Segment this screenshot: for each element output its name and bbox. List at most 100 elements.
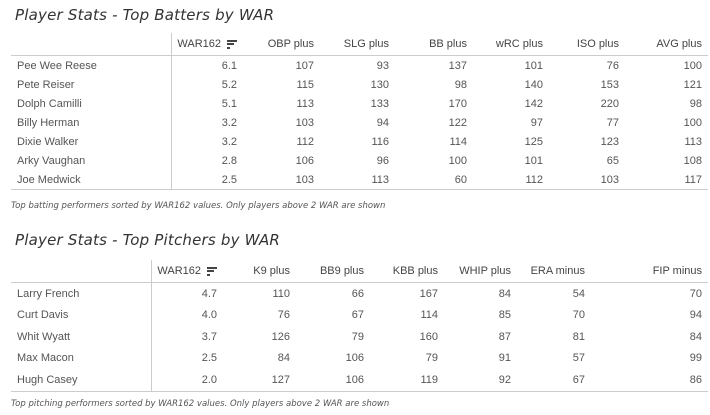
table-row[interactable]: Dolph Camilli 5.1 113 133 170 142 220 98 — [11, 94, 708, 113]
stat-cell: 5.1 — [221, 97, 237, 110]
stat-cell: 160 — [419, 330, 438, 343]
column-header-kbb-plus[interactable]: KBB plus — [370, 260, 444, 283]
stat-cell: 84 — [689, 330, 702, 343]
stat-cell: 67 — [517, 369, 591, 392]
player-name-cell: Pee Wee Reese — [11, 55, 172, 75]
batters-caption: Top batting performers sorted by WAR162 … — [11, 201, 386, 211]
column-header-fip-minus[interactable]: FIP minus — [591, 260, 708, 283]
table-row[interactable]: Max Macon 2.5 84 106 79 91 57 99 — [11, 347, 708, 369]
table-row[interactable]: Curt Davis 4.0 76 67 114 85 70 94 — [11, 304, 708, 326]
player-name-cell: Joe Medwick — [11, 170, 172, 190]
stat-cell: 123 — [600, 135, 619, 148]
column-header-avg-plus[interactable]: AVG plus — [625, 33, 708, 56]
stat-cell: 170 — [448, 97, 467, 110]
column-header-label: K9 plus — [253, 265, 290, 277]
column-header-label: ISO plus — [576, 38, 619, 50]
batters-body: Pee Wee Reese 6.1 107 93 137 101 76 100 Pete Rei… — [11, 55, 708, 190]
table-row[interactable]: Billy Herman 3.2 103 94 122 97 77 100 — [11, 113, 708, 132]
column-header-label: WAR162 — [157, 265, 201, 277]
stat-cell: 121 — [683, 78, 702, 91]
batters-title: Player Stats - Top Batters by WAR — [15, 6, 275, 24]
stat-cell: 86 — [591, 369, 708, 392]
stat-cell: 107 — [295, 59, 314, 72]
stat-cell: 87 — [498, 330, 511, 343]
column-header-whip-plus[interactable]: WHIP plus — [444, 260, 517, 283]
player-name-cell: Pete Reiser — [11, 75, 172, 94]
stat-cell: 96 — [376, 154, 389, 167]
stat-cell: 91 — [498, 352, 511, 365]
sort-descending-icon[interactable] — [227, 39, 237, 49]
stat-cell: 76 — [277, 309, 290, 322]
stat-cell: 137 — [448, 59, 467, 72]
stat-cell: 153 — [600, 78, 619, 91]
name-column-header[interactable] — [11, 260, 152, 283]
stat-cell: 133 — [370, 97, 389, 110]
column-header-wrc-plus[interactable]: wRC plus — [473, 33, 549, 56]
stat-cell: 122 — [448, 116, 467, 129]
stat-cell: 77 — [606, 116, 619, 129]
stat-cell: 98 — [454, 78, 467, 91]
stat-cell: 2.8 — [221, 154, 237, 167]
player-name-cell: Larry French — [11, 282, 152, 305]
stat-cell: 98 — [689, 97, 702, 110]
column-header-label: AVG plus — [656, 38, 702, 50]
table-row[interactable]: Arky Vaughan 2.8 106 96 100 101 65 108 — [11, 151, 708, 170]
stat-cell: 106 — [345, 352, 364, 365]
stat-cell: 6.1 — [221, 59, 237, 72]
stat-cell: 3.2 — [221, 116, 237, 129]
table-row[interactable]: Larry French 4.7 110 66 167 84 54 70 — [11, 282, 708, 305]
column-header-iso-plus[interactable]: ISO plus — [549, 33, 625, 56]
stat-cell: 117 — [625, 170, 708, 190]
table-row[interactable]: Hugh Casey 2.0 127 106 119 92 67 86 — [11, 369, 708, 392]
table-row[interactable]: Whit Wyatt 3.7 126 79 160 87 81 84 — [11, 326, 708, 348]
stat-cell: 65 — [606, 154, 619, 167]
column-header-bb9-plus[interactable]: BB9 plus — [296, 260, 370, 283]
pitchers-title: Player Stats - Top Pitchers by WAR — [15, 231, 281, 249]
stat-cell: 167 — [419, 287, 438, 300]
column-header-obp-plus[interactable]: OBP plus — [243, 33, 320, 56]
player-name-cell: Hugh Casey — [11, 369, 152, 392]
table-row[interactable]: Pee Wee Reese 6.1 107 93 137 101 76 100 — [11, 55, 708, 75]
stat-cell: 113 — [320, 170, 395, 190]
stat-cell: 4.7 — [201, 287, 217, 300]
column-header-label: OBP plus — [267, 38, 314, 50]
player-name-cell: Billy Herman — [11, 113, 172, 132]
column-header-label: wRC plus — [495, 38, 543, 50]
stat-cell: 93 — [376, 59, 389, 72]
stat-cell: 97 — [530, 116, 543, 129]
table-row[interactable]: Dixie Walker 3.2 112 116 114 125 123 113 — [11, 132, 708, 151]
stat-cell: 103 — [549, 170, 625, 190]
stat-cell: 101 — [524, 154, 543, 167]
stat-cell: 70 — [572, 309, 585, 322]
name-column-header[interactable] — [11, 33, 172, 56]
stat-cell: 54 — [572, 287, 585, 300]
stat-cell: 101 — [524, 59, 543, 72]
stat-cell: 116 — [371, 135, 389, 148]
player-name-cell: Dolph Camilli — [11, 94, 172, 113]
stat-cell: 119 — [370, 369, 444, 392]
stat-cell: 3.7 — [201, 330, 217, 343]
stat-cell: 60 — [395, 170, 473, 190]
pitchers-body: Larry French 4.7 110 66 167 84 54 70 Curt Davis 4… — [11, 282, 708, 392]
batters-header-row: WAR162 OBP plus SLG plus BB plus wRC plus ISO… — [11, 33, 708, 56]
sort-descending-icon[interactable] — [207, 266, 217, 276]
stat-cell: 84 — [498, 287, 511, 300]
stat-cell: 108 — [683, 154, 702, 167]
column-header-label: BB9 plus — [319, 265, 364, 277]
stat-cell: 2.5 — [171, 170, 243, 190]
column-header-war162[interactable]: WAR162 — [171, 33, 243, 56]
column-header-k9-plus[interactable]: K9 plus — [223, 260, 296, 283]
stat-cell: 85 — [498, 309, 511, 322]
column-header-bb-plus[interactable]: BB plus — [395, 33, 473, 56]
stat-cell: 84 — [277, 352, 290, 365]
stat-cell: 94 — [376, 116, 389, 129]
column-header-slg-plus[interactable]: SLG plus — [320, 33, 395, 56]
column-header-era-minus[interactable]: ERA minus — [517, 260, 591, 283]
stat-cell: 103 — [295, 116, 314, 129]
table-row[interactable]: Joe Medwick 2.5 103 113 60 112 103 117 — [11, 170, 708, 190]
column-header-war162[interactable]: WAR162 — [151, 260, 223, 283]
table-row[interactable]: Pete Reiser 5.2 115 130 98 140 153 121 — [11, 75, 708, 94]
stat-cell: 79 — [425, 352, 438, 365]
stat-cell: 220 — [600, 97, 619, 110]
column-header-label: SLG plus — [343, 38, 389, 50]
